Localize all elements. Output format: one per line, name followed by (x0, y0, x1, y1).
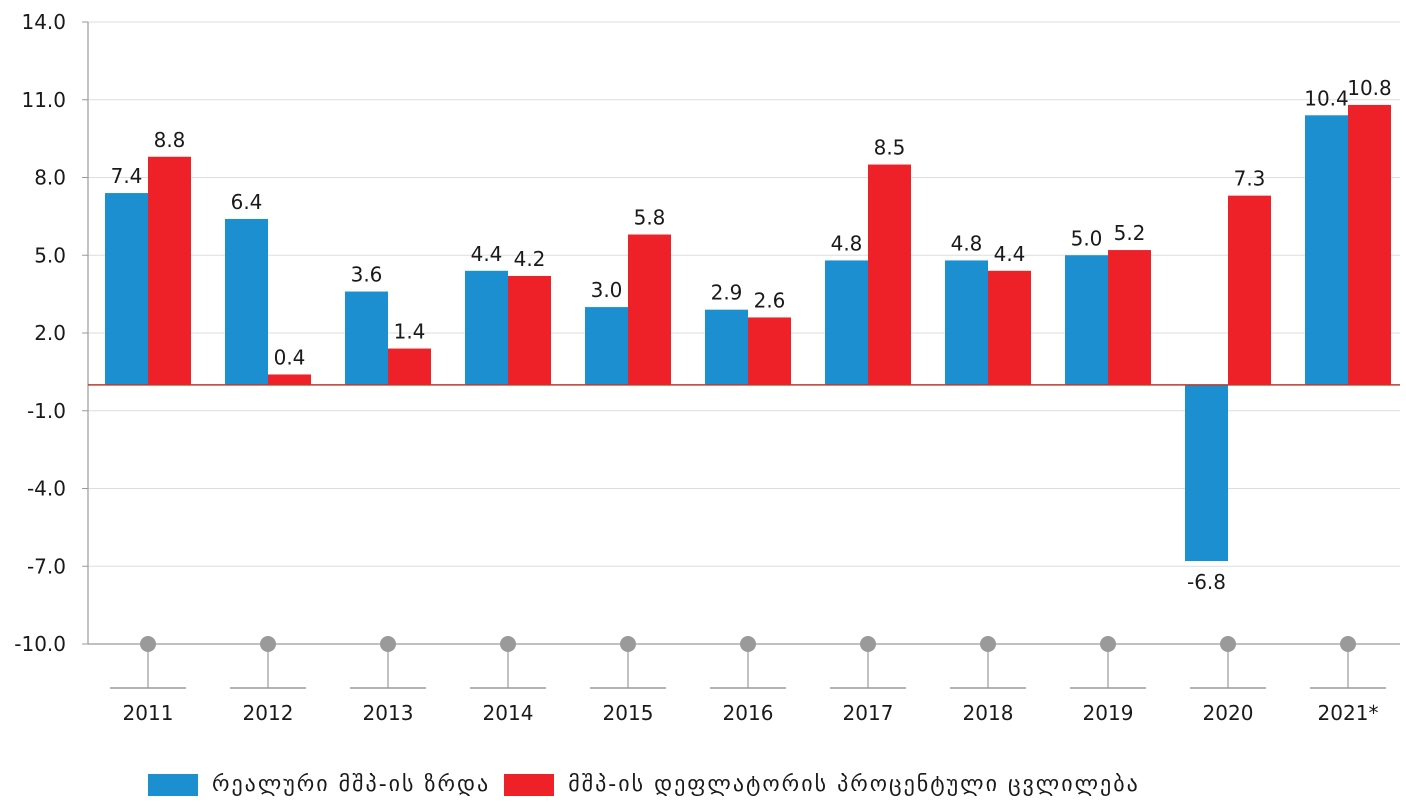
y-tick-label: -7.0 (27, 554, 66, 578)
data-label: 5.8 (634, 206, 666, 230)
bar-gdp-deflator-change (748, 317, 791, 385)
bar-real-gdp-growth (465, 270, 508, 385)
bar-gdp-deflator-change (148, 156, 191, 385)
bar-gdp-deflator-change (1348, 104, 1391, 385)
data-label: 8.5 (874, 136, 906, 160)
bar-gdp-deflator-change (388, 348, 431, 385)
data-label: 5.0 (1071, 226, 1103, 250)
y-tick-label: -4.0 (27, 477, 66, 501)
x-tick-label: 2014 (483, 701, 534, 725)
data-label: 4.8 (831, 231, 863, 255)
legend-label: მშპ-ის დეფლატორის პროცენტული ცვლილება (568, 772, 1140, 797)
y-tick-label: -10.0 (14, 632, 66, 656)
bar-gdp-deflator-change (868, 164, 911, 385)
legend-item-series-0[interactable]: რეალური მშპ-ის ზრდა (148, 772, 490, 797)
legend-swatch-blue (148, 773, 198, 796)
bar-real-gdp-growth (1065, 255, 1108, 385)
data-label: 4.2 (514, 247, 546, 271)
x-tick-label: 2019 (1083, 701, 1134, 725)
y-tick-label: 5.0 (34, 243, 66, 267)
data-label: 10.8 (1347, 76, 1392, 100)
data-label: 1.4 (394, 320, 426, 344)
bar-real-gdp-growth (105, 193, 148, 385)
data-label: 7.4 (111, 164, 143, 188)
bar-real-gdp-growth (705, 309, 748, 385)
data-label: 3.6 (351, 263, 383, 287)
legend: რეალური მშპ-ის ზრდა მშპ-ის დეფლატორის პრ… (148, 772, 1154, 797)
x-tick-label: 2018 (963, 701, 1014, 725)
x-tick-label: 2011 (123, 701, 174, 725)
data-label: 4.8 (951, 231, 983, 255)
bar-real-gdp-growth (945, 260, 988, 385)
data-label: 2.9 (711, 281, 743, 305)
data-label: 0.4 (274, 345, 306, 369)
data-label: 2.6 (754, 288, 786, 312)
bar-gdp-deflator-change (1108, 250, 1151, 385)
data-label: 6.4 (231, 190, 263, 214)
x-tick-label: 2021* (1318, 701, 1379, 725)
bar-real-gdp-growth (1185, 384, 1228, 562)
legend-item-series-1[interactable]: მშპ-ის დეფლატორის პროცენტული ცვლილება (504, 772, 1140, 797)
bar-gdp-deflator-change (988, 270, 1031, 385)
x-tick-label: 2020 (1203, 701, 1254, 725)
bars (88, 104, 1400, 562)
x-tick-label: 2017 (843, 701, 894, 725)
data-labels: 7.4 8.8 6.4 0.4 3.6 1.4 4.4 4.2 3.0 5.8 2.9 2.6 4.8 8… (111, 76, 1392, 594)
data-label: 5.2 (1114, 221, 1146, 245)
legend-label: რეალური მშპ-ის ზრდა (212, 772, 491, 797)
data-label: 4.4 (471, 242, 503, 266)
x-tick-label: 2015 (603, 701, 654, 725)
y-tick-label: 11.0 (21, 88, 66, 112)
data-label: 10.4 (1304, 86, 1349, 110)
y-tick-label: 14.0 (21, 10, 66, 34)
bar-real-gdp-growth (585, 307, 628, 385)
y-axis: 14.0 11.0 8.0 5.0 2.0 -1.0 -4.0 -7.0 -10.0 (14, 10, 1400, 656)
x-tick-label: 2012 (243, 701, 294, 725)
bar-gdp-deflator-change (268, 374, 311, 385)
x-tick-label: 2016 (723, 701, 774, 725)
x-axis: 2011 2012 2013 2014 2015 2016 2017 2018 2019 2020… (110, 636, 1386, 725)
data-label: 8.8 (154, 128, 186, 152)
bar-real-gdp-growth (225, 218, 268, 385)
bar-real-gdp-growth (345, 291, 388, 385)
bar-real-gdp-growth (825, 260, 868, 385)
data-label: 7.3 (1234, 167, 1266, 191)
bar-gdp-deflator-change (508, 275, 551, 385)
bar-gdp-deflator-change (1228, 195, 1271, 385)
bar-real-gdp-growth (1305, 115, 1348, 385)
x-tick-label: 2013 (363, 701, 414, 725)
data-label: 4.4 (994, 242, 1026, 266)
bar-gdp-deflator-change (628, 234, 671, 385)
y-tick-label: -1.0 (27, 399, 66, 423)
y-tick-label: 8.0 (34, 166, 66, 190)
data-label: -6.8 (1187, 570, 1226, 594)
data-label: 3.0 (591, 278, 623, 302)
legend-swatch-red (504, 773, 555, 796)
y-tick-label: 2.0 (34, 321, 66, 345)
